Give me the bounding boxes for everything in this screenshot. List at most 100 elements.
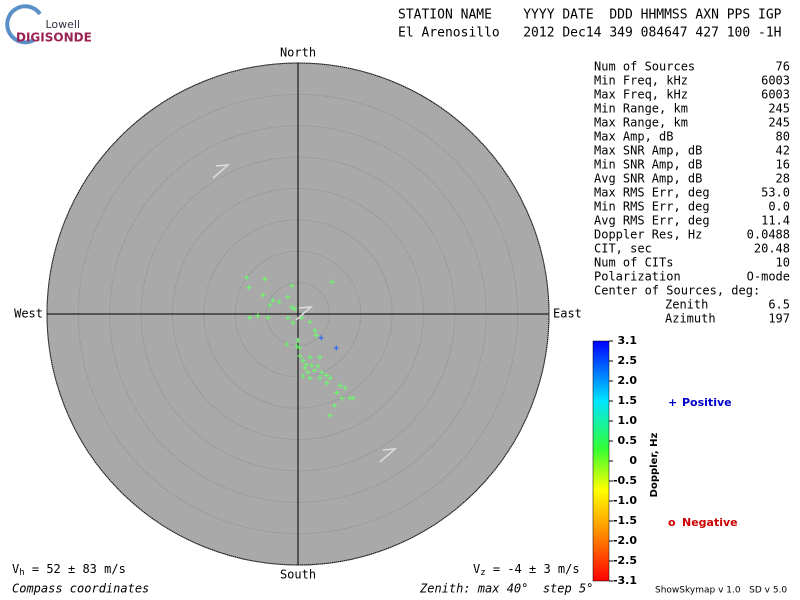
stat-label: Max Amp, dB xyxy=(594,130,673,144)
source-point xyxy=(318,335,324,341)
marker xyxy=(379,448,398,463)
colorbar-label: Doppler, Hz xyxy=(649,433,660,498)
source-point xyxy=(307,375,313,381)
source-point xyxy=(307,354,313,360)
source-point xyxy=(244,275,250,281)
colorbar-tick-label: 3.1 xyxy=(618,334,638,347)
header-line: El Arenosillo 2012 Dec14 349 084647 427 … xyxy=(398,26,782,41)
direction-label: North xyxy=(280,46,316,60)
source-point xyxy=(296,345,302,351)
colorbar-tick-label: -1.0 xyxy=(613,494,637,507)
center-label: Azimuth xyxy=(665,312,716,326)
colorbar-tick-label: 0.5 xyxy=(618,434,638,447)
vz: Vz = -4 ± 3 m/s xyxy=(473,562,580,578)
colorbar-tick-label: 0 xyxy=(629,454,637,467)
stat-label: Min SNR Amp, dB xyxy=(594,158,702,172)
center-value: 6.5 xyxy=(768,298,790,312)
source-point xyxy=(262,276,268,282)
stat-label: Min Range, km xyxy=(594,102,688,116)
stat-label: Max SNR Amp, dB xyxy=(594,144,702,158)
source-point xyxy=(303,361,309,367)
source-point xyxy=(302,365,308,371)
stat-label: Max RMS Err, deg xyxy=(594,186,710,200)
source-point xyxy=(285,294,291,300)
source-point xyxy=(285,315,291,321)
stat-label: Avg RMS Err, deg xyxy=(594,214,710,228)
source-point xyxy=(260,292,266,298)
source-point xyxy=(319,369,325,375)
direction-label: West xyxy=(14,307,43,321)
source-point xyxy=(289,283,295,289)
stat-label: Min Freq, kHz xyxy=(594,74,688,88)
legend-label: Positive xyxy=(682,396,732,409)
source-point xyxy=(246,285,252,291)
legend-symbol: + xyxy=(668,396,677,409)
logo-arc xyxy=(5,4,42,45)
direction-label: South xyxy=(280,568,316,582)
stat-label: Min RMS Err, deg xyxy=(594,200,710,214)
logo-bottom: DIGISONDE xyxy=(16,31,92,45)
center-label: Zenith xyxy=(665,298,708,312)
stat-value: 6003 xyxy=(761,88,790,102)
source-point xyxy=(313,332,319,338)
stat-value: 76 xyxy=(776,60,790,74)
source-point xyxy=(307,319,313,325)
stat-label: Polarization xyxy=(594,270,681,284)
vh: Vh = 52 ± 83 m/s xyxy=(12,562,126,578)
source-point xyxy=(300,373,306,379)
stat-value: 42 xyxy=(776,144,790,158)
version: ShowSkymap v 1.0 SD v 5.0 xyxy=(655,586,787,596)
source-point xyxy=(315,363,321,369)
stat-value: 10 xyxy=(776,256,790,270)
colorbar-tick-label: -1.5 xyxy=(613,514,637,527)
stat-label: Max Freq, kHz xyxy=(594,88,688,102)
stat-value: 0.0488 xyxy=(747,228,790,242)
coords: Compass coordinates xyxy=(12,582,149,596)
source-point xyxy=(334,389,340,395)
stat-label: Num of Sources xyxy=(594,60,695,74)
source-point xyxy=(297,353,303,359)
source-point xyxy=(329,279,335,285)
colorbar-tick-label: 1.0 xyxy=(618,414,638,427)
legend-symbol: o xyxy=(668,516,676,529)
stat-value: 80 xyxy=(776,130,790,144)
zenith-info: Zenith: max 40° step 5° xyxy=(419,582,593,596)
stat-label: Doppler Res, Hz xyxy=(594,228,702,242)
source-point xyxy=(327,413,333,419)
colorbar xyxy=(592,340,610,582)
source-point xyxy=(309,362,315,368)
source-point xyxy=(265,315,271,321)
colorbar-tick-label: -2.0 xyxy=(613,534,637,547)
source-point xyxy=(317,375,323,381)
source-point xyxy=(300,357,306,363)
stat-label: Max Range, km xyxy=(594,116,688,130)
colorbar-tick-label: 1.5 xyxy=(618,394,638,407)
source-point xyxy=(270,297,276,303)
source-point xyxy=(323,372,329,378)
source-point xyxy=(350,395,356,401)
stat-label: Avg SNR Amp, dB xyxy=(594,172,702,186)
source-point xyxy=(327,375,333,381)
source-point xyxy=(295,337,301,343)
stat-label: CIT, sec xyxy=(594,242,652,256)
stat-value: 16 xyxy=(776,158,790,172)
center-title: Center of Sources, deg: xyxy=(594,284,760,298)
stat-value: 53.0 xyxy=(761,186,790,200)
source-point xyxy=(247,315,253,321)
legend-label: Negative xyxy=(682,516,738,529)
colorbar-tick-label: -3.1 xyxy=(613,574,637,587)
source-point xyxy=(305,369,311,375)
colorbar-tick-label: -0.5 xyxy=(613,474,637,487)
stat-value: 6003 xyxy=(761,74,790,88)
stat-value: 0.0 xyxy=(768,200,790,214)
source-point xyxy=(339,395,345,401)
stat-value: 28 xyxy=(776,172,790,186)
source-point xyxy=(294,343,300,349)
colorbar-tick-label: -2.5 xyxy=(613,554,637,567)
stat-value: 11.4 xyxy=(761,214,790,228)
stat-value: 245 xyxy=(768,116,790,130)
source-point xyxy=(292,306,298,312)
source-point xyxy=(289,304,295,310)
stat-value: 20.48 xyxy=(754,242,790,256)
